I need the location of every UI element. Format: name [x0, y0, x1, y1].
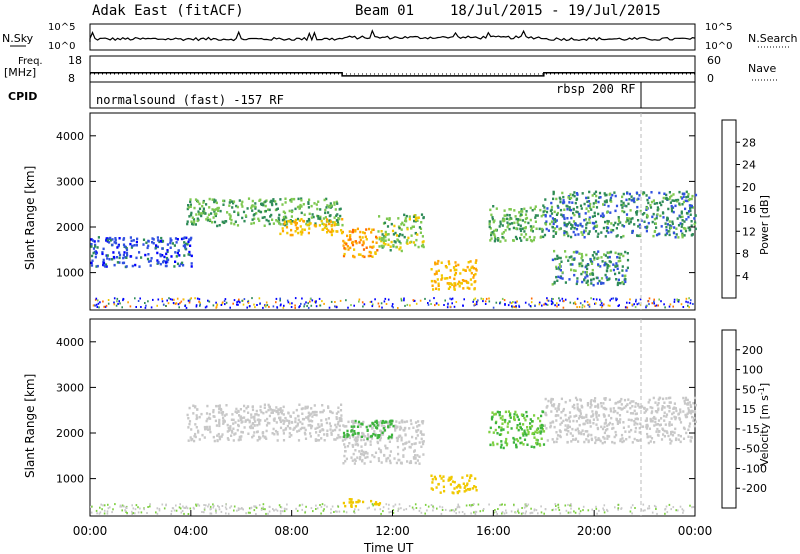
power-region-1: [279, 218, 344, 237]
power-cbar-label-3: 16: [742, 203, 756, 216]
freq-step-line: [90, 72, 695, 77]
cpid-panel: CPID normalsound (fast) -157 RF rbsp 200…: [8, 81, 696, 109]
power-cbar-label-6: 28: [742, 136, 756, 149]
power-region-5: [488, 204, 546, 243]
power-ytick-label-0: 1000: [56, 267, 84, 280]
cpid-label: CPID: [8, 90, 37, 103]
power-ylabel: Slant Range [km]: [23, 166, 37, 270]
noise-trace-line: [89, 29, 696, 42]
velocity-cbar-label-3: 15: [742, 403, 756, 416]
nsearch-label: N.Search: [748, 32, 798, 45]
velocity-region-0: [186, 403, 345, 443]
freq-unit-label: [MHz]: [4, 66, 36, 79]
nave-tick-top: 60: [707, 54, 721, 67]
cpid-mode-2: rbsp 200 RF: [556, 82, 635, 96]
velocity-cbar-label-2: 50: [742, 383, 756, 396]
power-region-3: [377, 213, 425, 253]
noise-tick-right-bottom: 10^0: [705, 41, 732, 52]
power-region-2: [342, 227, 379, 259]
date-range: 18/Jul/2015 - 19/Jul/2015: [450, 3, 661, 19]
x-tick-label-4: 16:00: [476, 524, 511, 538]
velocity-ytick-label-0: 1000: [56, 473, 84, 486]
power-ytick-label-3: 4000: [56, 130, 84, 143]
velocity-ytick-label-1: 2000: [56, 427, 84, 440]
nave-label: Nave: [748, 62, 776, 75]
noise-panel: N.Sky 10^5 10^0 N.Search 10^5 10^0: [2, 22, 798, 52]
x-tick-label-0: 00:00: [73, 524, 108, 538]
velocity-cbar-label-6: -100: [742, 462, 767, 475]
velocity-xlabel: Time UT: [363, 541, 414, 554]
velocity-cbar-label-4: -15: [742, 423, 760, 436]
cpid-mode-1: normalsound (fast) -157 RF: [96, 93, 284, 107]
power-cbar-label-4: 20: [742, 181, 756, 194]
power-region-0: [186, 197, 344, 228]
noise-tick-left-top: 10^5: [48, 22, 75, 33]
velocity-cbar-label-7: -200: [742, 482, 767, 495]
velocity-region-4: [488, 410, 546, 450]
power-ground-scatter: [92, 297, 694, 309]
velocity-cbar-label-1: 100: [742, 364, 763, 377]
velocity-cbar-label: Velocity [m s-1]: [757, 383, 771, 466]
freq-tick-top: 18: [68, 54, 82, 67]
noise-tick-right-top: 10^5: [705, 22, 732, 33]
power-cbar-label-5: 24: [742, 159, 756, 172]
velocity-region-6: [342, 498, 382, 508]
noise-tick-left-bottom: 10^0: [48, 41, 75, 52]
x-tick-label-1: 04:00: [174, 524, 209, 538]
freq-label: Freq.: [18, 56, 43, 67]
freq-tick-bottom: 8: [68, 72, 75, 85]
power-cbar-frame: [721, 119, 737, 299]
power-ytick-label-1: 2000: [56, 221, 84, 234]
x-tick-label-3: 12:00: [375, 524, 410, 538]
power-region-4: [430, 259, 478, 291]
power-region-7: [551, 249, 630, 287]
velocity-cbar-label-5: -50: [742, 443, 760, 456]
x-tick-label-6: 00:00: [678, 524, 713, 538]
power-cbar-label: Power [dB]: [758, 195, 771, 255]
velocity-ground-scatter: [90, 503, 695, 515]
x-tick-label-5: 20:00: [577, 524, 612, 538]
beam-title: Beam 01: [355, 3, 414, 19]
power-panel: Slant Range [km] 1000 2000 3000 4000 4 8 12 16…: [23, 112, 771, 311]
station-title: Adak East (fitACF): [92, 3, 244, 19]
power-cbar-label-2: 12: [742, 225, 756, 238]
power-cbar-label-0: 4: [742, 270, 749, 283]
freq-panel: Freq. [MHz] 18 8 60 0 Nave: [4, 54, 778, 85]
power-ytick-label-2: 3000: [56, 175, 84, 188]
x-tick-label-2: 08:00: [274, 524, 309, 538]
nsky-label: N.Sky: [2, 32, 34, 45]
velocity-ylabel: Slant Range [km]: [23, 374, 37, 478]
velocity-panel: Slant Range [km] 1000 2000 3000 4000 00:00 0…: [23, 318, 771, 554]
power-cbar-label-1: 8: [742, 248, 749, 261]
power-region-6: [543, 190, 698, 239]
velocity-cbar-frame: [721, 329, 737, 509]
velocity-ytick-label-2: 3000: [56, 381, 84, 394]
velocity-region-3: [430, 474, 478, 495]
velocity-ytick-label-3: 4000: [56, 336, 84, 349]
velocity-region-5: [543, 396, 697, 445]
nave-tick-bottom: 0: [707, 72, 714, 85]
power-region-8: [90, 236, 193, 269]
velocity-region-2: [342, 419, 395, 440]
velocity-cbar-label-0: 200: [742, 344, 763, 357]
